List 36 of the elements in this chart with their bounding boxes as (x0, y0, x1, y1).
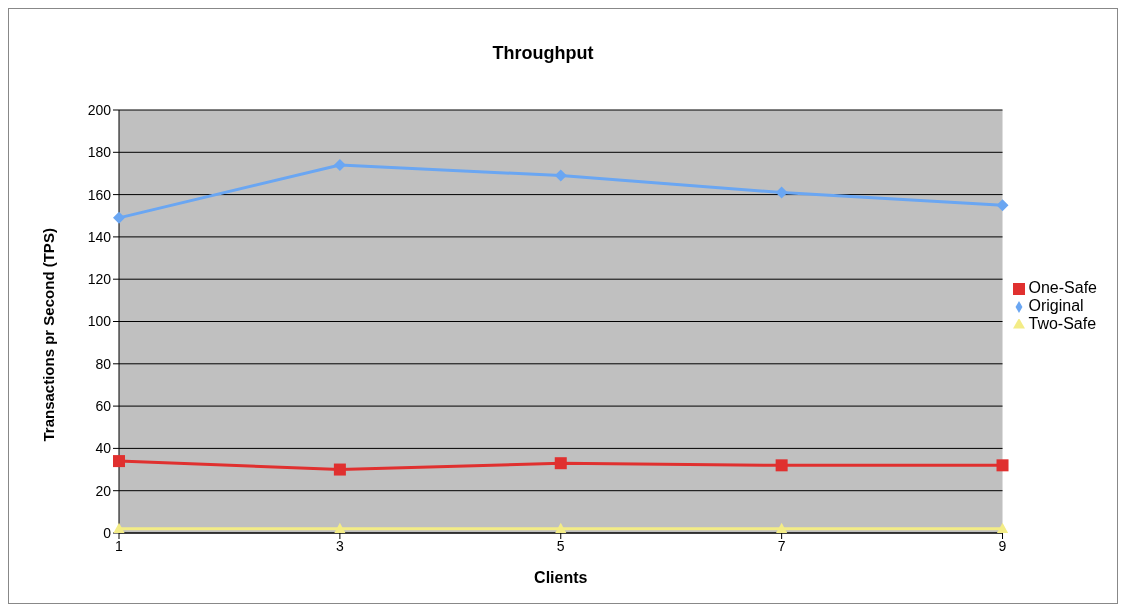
legend-label: Two-Safe (1028, 315, 1097, 332)
point (113, 455, 125, 468)
point (113, 211, 125, 224)
y-tick-label: 120 (87, 271, 112, 288)
point (775, 459, 788, 472)
point (996, 199, 1009, 212)
x-axis-title: Clients (534, 569, 588, 586)
point (554, 457, 567, 470)
point (775, 186, 788, 199)
y-tick-label: 0 (103, 524, 112, 541)
y-tick-label: 80 (95, 355, 112, 372)
point (996, 522, 1009, 533)
y-tick-label: 200 (87, 101, 112, 118)
y-tick-label: 100 (87, 313, 112, 330)
y-tick-label: 140 (87, 228, 112, 245)
point (333, 158, 346, 171)
y-tick-label: 160 (87, 186, 112, 203)
x-tick-label: 3 (335, 537, 344, 554)
legend-label: Original (1028, 297, 1084, 314)
y-tick-label: 40 (95, 440, 112, 457)
y-axis-title: Transactions pr Second (TPS) (40, 228, 58, 442)
point (554, 169, 567, 182)
y-tick-label: 60 (95, 398, 112, 415)
point (333, 463, 346, 476)
y-tick-label: 180 (87, 144, 112, 161)
point (554, 522, 567, 533)
x-tick-label: 1 (115, 537, 124, 554)
x-tick-label: 5 (556, 537, 565, 554)
point (996, 459, 1009, 472)
x-tick-label: 7 (777, 537, 786, 554)
x-tick-label: 9 (998, 537, 1007, 554)
legend-label: One-Safe (1028, 279, 1097, 296)
y-tick-label: 20 (95, 482, 112, 499)
chart-title: Throughput (491, 43, 595, 64)
point (775, 522, 788, 533)
point (333, 522, 346, 533)
